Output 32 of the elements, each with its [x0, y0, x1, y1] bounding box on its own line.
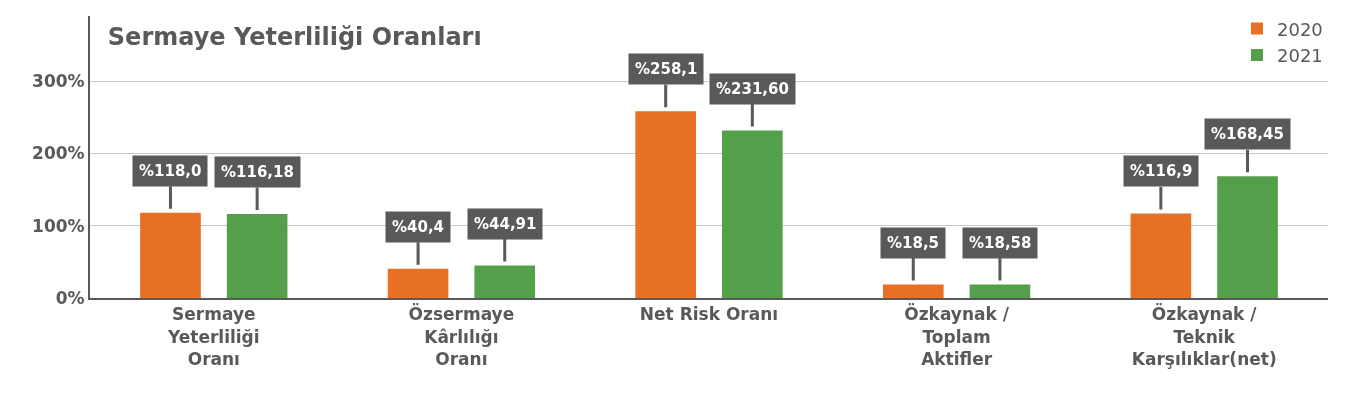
y-tick-label: 0%	[55, 287, 85, 308]
y-tick-label: 200%	[32, 143, 85, 164]
bar	[140, 212, 201, 298]
chart-title: Sermaye Yeterliliği Oranları	[107, 23, 482, 52]
bar	[635, 111, 696, 298]
bar	[1217, 176, 1278, 298]
bar	[1130, 213, 1192, 298]
x-tick-label: Net Risk Oranı	[639, 304, 779, 325]
data-label: %40,4	[392, 218, 445, 236]
bar	[882, 284, 944, 298]
x-tick-label: Özsermaye Kârlılığı Oranı	[408, 303, 515, 369]
data-label: %258,1	[635, 60, 698, 78]
y-tick-label: 100%	[32, 215, 85, 236]
bar	[226, 213, 288, 298]
x-tick-label: Özkaynak / Toplam Aktifler	[904, 303, 1010, 369]
data-label: %168,45	[1211, 125, 1284, 143]
bar	[969, 284, 1031, 298]
data-label: %118,0	[139, 162, 202, 180]
bar	[722, 130, 783, 298]
data-label: %116,18	[221, 163, 294, 181]
data-label: %18,58	[969, 234, 1032, 252]
x-tick-label: Özkaynak / Teknik Karşılıklar(net)	[1131, 303, 1277, 369]
data-label: %231,60	[716, 80, 789, 98]
bar	[474, 265, 536, 298]
legend-label: 2021	[1277, 44, 1323, 66]
bar	[387, 268, 449, 298]
data-label: %18,5	[887, 234, 940, 252]
legend-label: 2020	[1277, 18, 1323, 40]
data-label: %44,91	[474, 215, 537, 233]
x-tick-label: Sermaye Yeterliliği Oranı	[166, 304, 260, 369]
data-label: %116,9	[1130, 162, 1193, 180]
y-tick-label: 300%	[32, 71, 85, 92]
